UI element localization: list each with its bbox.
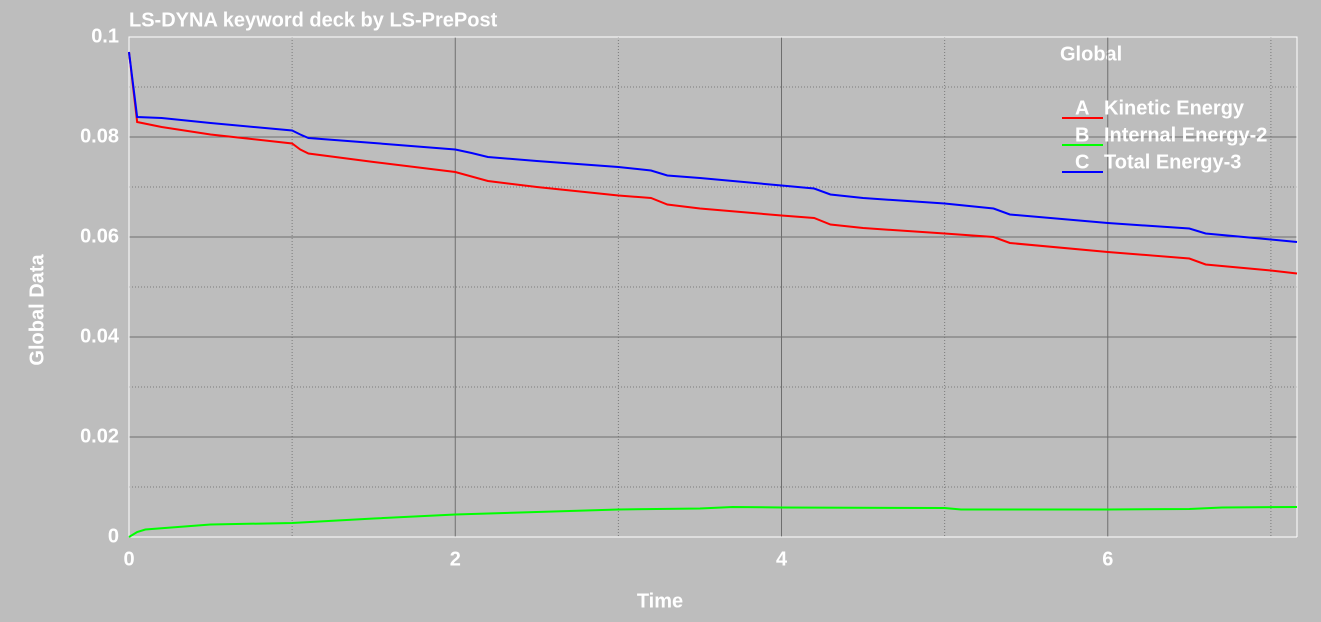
plot-frame — [128, 36, 1298, 537]
y-tick-label: 0.08 — [80, 125, 119, 147]
x-tick-label: 6 — [1102, 548, 1113, 570]
x-tick-label: 0 — [123, 548, 134, 570]
series-line — [128, 51, 1298, 243]
series-line — [128, 51, 1298, 275]
y-axis-label: Global Data — [26, 254, 48, 366]
x-axis-label: Time — [637, 590, 683, 612]
y-tick-label: 0 — [108, 525, 119, 547]
y-tick-label: 0.1 — [91, 25, 119, 47]
legend-title: Global — [1060, 43, 1122, 65]
legend-letter: A — [1075, 97, 1089, 119]
y-tick-label: 0.06 — [80, 225, 119, 247]
legend-letter: C — [1075, 151, 1089, 173]
y-tick-label: 0.02 — [80, 425, 119, 447]
series-line — [128, 505, 1298, 538]
x-tick-label: 2 — [450, 548, 461, 570]
legend-label: Total Energy-3 — [1104, 151, 1241, 173]
legend-label: Internal Energy-2 — [1104, 124, 1267, 146]
y-tick-label: 0.04 — [80, 325, 120, 347]
x-tick-label: 4 — [776, 548, 788, 570]
chart-title: LS-DYNA keyword deck by LS-PrePost — [129, 9, 498, 31]
legend-letter: B — [1075, 124, 1089, 146]
legend-label: Kinetic Energy — [1104, 97, 1245, 119]
